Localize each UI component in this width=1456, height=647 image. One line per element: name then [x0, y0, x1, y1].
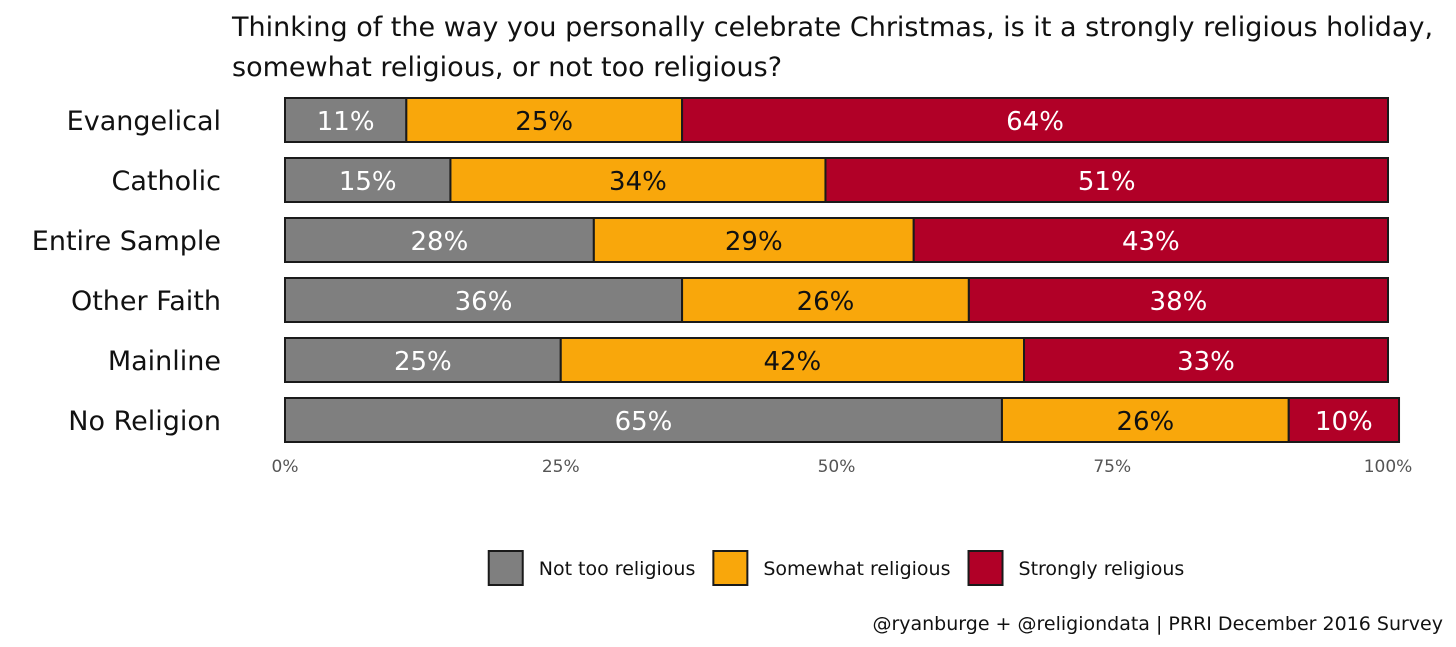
legend-item: Not too religious	[487, 550, 696, 586]
data-label: 25%	[515, 107, 573, 137]
category-label: Entire Sample	[32, 226, 221, 257]
legend-label: Strongly religious	[1019, 558, 1185, 580]
legend-label: Somewhat religious	[763, 558, 950, 580]
data-label: 11%	[317, 107, 375, 137]
bar-segment	[1023, 337, 1389, 383]
category-label: Catholic	[112, 166, 221, 197]
bar-row: Mainline 25% 42% 33%	[108, 337, 1389, 383]
chart-caption: @ryanburge + @religiondata | PRRI Decemb…	[872, 613, 1443, 635]
bar-segment	[405, 97, 684, 143]
data-label: 34%	[609, 167, 667, 197]
data-label: 64%	[1006, 107, 1064, 137]
bar-segment	[1287, 397, 1401, 443]
data-label: 15%	[339, 167, 397, 197]
data-label: 10%	[1315, 407, 1373, 437]
category-label: Evangelical	[67, 106, 221, 137]
data-label: 26%	[1116, 407, 1174, 437]
data-label: 51%	[1078, 167, 1136, 197]
bar-segment	[592, 217, 915, 263]
x-tick-label: 25%	[542, 457, 580, 477]
bar-segment	[967, 277, 1389, 323]
bar-segment	[284, 277, 684, 323]
x-axis: 0% 25% 50% 75% 100%	[272, 457, 1413, 477]
x-tick-label: 0%	[272, 457, 299, 477]
bar-segment	[284, 337, 562, 383]
bar-segment	[559, 337, 1026, 383]
bar-row: No Religion 65% 26% 10%	[68, 397, 1401, 443]
legend-swatch	[967, 550, 1004, 586]
data-label: 33%	[1177, 347, 1235, 377]
bar-segment	[912, 217, 1390, 263]
bar-row: Evangelical 11% 25% 64%	[67, 97, 1389, 143]
legend-label: Not too religious	[539, 558, 696, 580]
legend-swatch	[487, 550, 524, 586]
bar-segment	[284, 397, 1003, 443]
data-label: 28%	[411, 227, 469, 257]
bar-segment	[681, 97, 1389, 143]
data-label: 65%	[615, 407, 673, 437]
data-label: 42%	[763, 347, 821, 377]
data-label: 38%	[1150, 287, 1208, 317]
data-label: 29%	[725, 227, 783, 257]
bar-segment	[284, 217, 595, 263]
bar-row: Entire Sample 28% 29% 43%	[32, 217, 1390, 263]
data-label: 43%	[1122, 227, 1180, 257]
legend: Not too religious Somewhat religious Stron…	[487, 550, 1185, 586]
bar-segment	[824, 157, 1389, 203]
legend-item: Strongly religious	[967, 550, 1185, 586]
x-tick-label: 100%	[1364, 457, 1413, 477]
data-label: 36%	[455, 287, 513, 317]
category-label: Mainline	[108, 346, 221, 377]
bar-segment	[449, 157, 827, 203]
category-label: No Religion	[68, 406, 221, 437]
data-label: 25%	[394, 347, 452, 377]
legend-item: Somewhat religious	[712, 550, 951, 586]
chart-title-line-2: somewhat religious, or not too religious…	[232, 52, 782, 83]
data-label: 26%	[797, 287, 855, 317]
category-label: Other Faith	[71, 286, 221, 317]
bar-row: Other Faith 36% 26% 38%	[71, 277, 1389, 323]
bar-row: Catholic 15% 34% 51%	[112, 157, 1389, 203]
bar-segment	[284, 97, 408, 143]
chart-title-line-1: Thinking of the way you personally celeb…	[231, 12, 1433, 43]
bars-layer: Evangelical 11% 25% 64% Catholic 15% 34% 51% Ent…	[32, 97, 1401, 443]
x-tick-label: 50%	[818, 457, 856, 477]
legend-swatch	[712, 550, 749, 586]
bar-segment	[1000, 397, 1290, 443]
x-tick-label: 75%	[1093, 457, 1131, 477]
